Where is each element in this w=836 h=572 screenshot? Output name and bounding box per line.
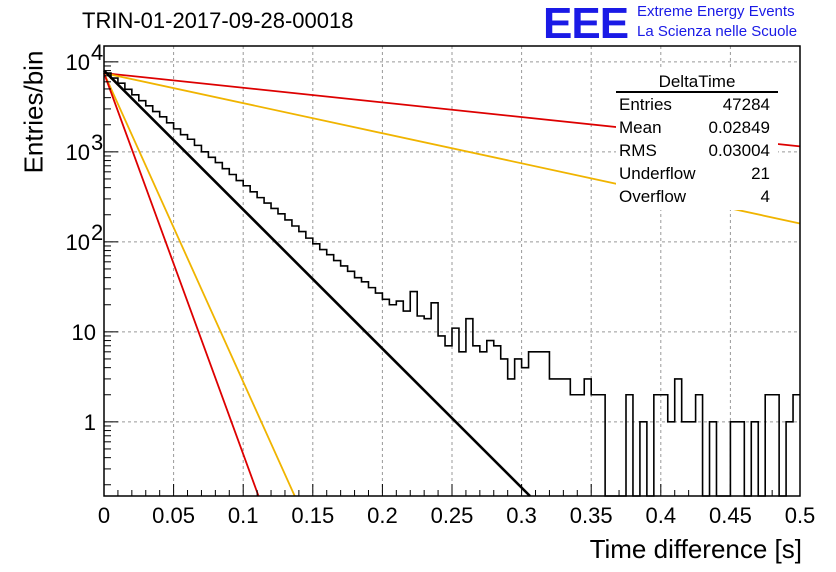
stats-row-value: 0.02849 [709, 118, 770, 137]
x-tick-label: 0.3 [506, 503, 537, 528]
x-tick-label: 0 [98, 503, 110, 528]
stats-row-value: 21 [751, 164, 770, 183]
orange-fit-curve [103, 72, 296, 497]
stats-row-label: Entries [619, 95, 672, 114]
red-fit-curve [103, 72, 260, 497]
x-axis-label: Time difference [s] [589, 534, 802, 564]
y-tick-label: 10 [66, 140, 90, 165]
stats-box-title: DeltaTime [659, 72, 736, 91]
stats-box-bg [616, 70, 778, 210]
x-tick-label: 0.05 [152, 503, 195, 528]
x-tick-label: 0.4 [646, 503, 677, 528]
stats-box: DeltaTime Entries 47284 Mean 0.02849 RMS 0.030… [616, 70, 778, 210]
y-tick-label: 10 [72, 320, 96, 345]
y-tick-label: 1 [84, 410, 96, 435]
x-tick-label: 0.5 [785, 503, 816, 528]
histogram-steps [104, 72, 800, 497]
eee-logo-line1: Extreme Energy Events [637, 3, 795, 20]
x-tick-label: 0.25 [431, 503, 474, 528]
histogram [104, 72, 800, 497]
stats-row-value: 47284 [723, 95, 770, 114]
x-tick-label: 0.15 [291, 503, 334, 528]
eee-logo: EEE [543, 0, 629, 48]
y-tick-label: 10 [66, 50, 90, 75]
axis-ticks: 0 0.05 0.1 0.15 0.2 0.25 0.3 0.35 0.4 0.45 0.5 1 10 1… [66, 40, 816, 528]
stats-row-value: 4 [761, 187, 770, 206]
y-tick-exponent: 3 [91, 130, 103, 155]
x-tick-label: 0.1 [228, 503, 259, 528]
y-tick-exponent: 4 [91, 40, 103, 65]
stats-row-label: Overflow [619, 187, 687, 206]
stats-row-label: Underflow [619, 164, 696, 183]
stats-row-value: 0.03004 [709, 141, 770, 160]
y-tick-exponent: 2 [91, 220, 103, 245]
x-tick-label: 0.35 [570, 503, 613, 528]
x-tick-label: 0.2 [367, 503, 398, 528]
x-tick-label: 0.45 [709, 503, 752, 528]
stats-row-label: RMS [619, 141, 657, 160]
eee-logo-line2: La Scienza nelle Scuole [637, 23, 798, 40]
black-fit-curve [103, 69, 531, 497]
y-tick-label: 10 [66, 230, 90, 255]
grid [104, 46, 800, 496]
chart-title: TRIN-01-2017-09-28-00018 [82, 8, 354, 33]
stats-row-label: Mean [619, 118, 662, 137]
